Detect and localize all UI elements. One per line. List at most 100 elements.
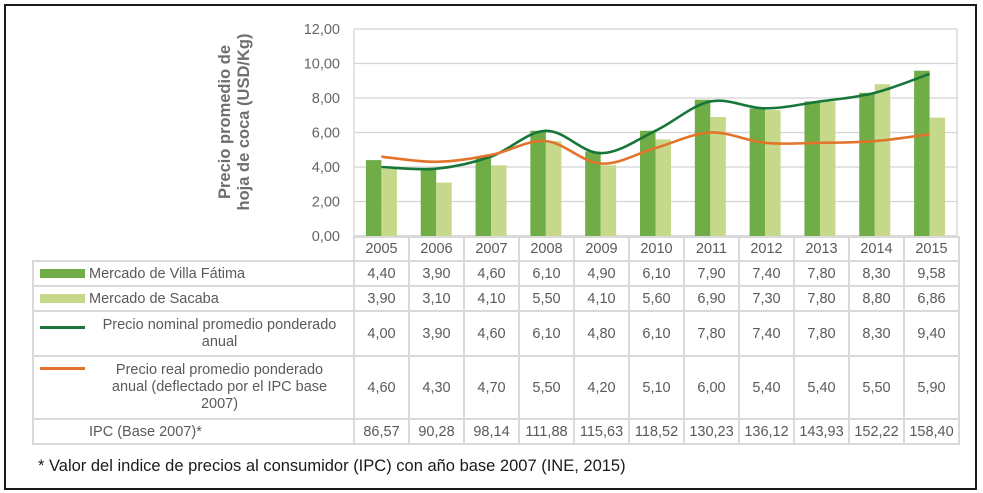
table-cell: 5,50 xyxy=(518,355,575,420)
legend-label: IPC (Base 2007)* xyxy=(89,423,202,440)
table-cell: 4,60 xyxy=(463,260,520,287)
table-cell: 4,70 xyxy=(463,355,520,420)
table-cell: 5,50 xyxy=(518,285,575,312)
table-cell: 5,40 xyxy=(793,355,850,420)
x-tick-label: 2005 xyxy=(353,236,410,262)
table-cell: 6,10 xyxy=(518,260,575,287)
bar-sacaba xyxy=(874,84,891,236)
gridlines xyxy=(353,28,958,237)
bar-villa-fatima xyxy=(914,70,930,237)
x-tick-label: 2010 xyxy=(628,236,685,262)
table-cell: 6,10 xyxy=(628,260,685,287)
table-cell: 136,12 xyxy=(738,418,795,445)
y-tick-label: 4,00 xyxy=(312,160,340,176)
legend-label: Precio real promedio ponderado anual (def… xyxy=(86,362,353,413)
x-tick-label: 2012 xyxy=(738,236,795,262)
table-cell: 4,60 xyxy=(463,310,520,357)
table-cell: 3,10 xyxy=(408,285,465,312)
bar-villa-fatima xyxy=(420,168,437,236)
bar-sacaba xyxy=(765,110,781,236)
table-row-nominal: Precio nominal promedio ponderado anual 4… xyxy=(32,310,960,357)
table-row-ipc: IPC (Base 2007)* 86,57 90,28 98,14 111,88 11… xyxy=(32,418,960,445)
legend-label-line: anual xyxy=(201,333,238,350)
table-cell: 98,14 xyxy=(463,418,520,445)
y-tick-label: 2,00 xyxy=(312,195,340,211)
y-tick-label: 6,00 xyxy=(312,126,340,142)
table-cell: 3,90 xyxy=(353,285,410,312)
legend-villa-fatima: Mercado de Villa Fátima xyxy=(32,260,355,287)
series-lines xyxy=(381,72,931,171)
x-tick-label: 2014 xyxy=(848,236,905,262)
bar-sacaba xyxy=(600,165,617,236)
legend-line-nominal xyxy=(40,326,85,329)
table-cell: 6,10 xyxy=(628,310,685,357)
table-cell: 7,40 xyxy=(738,310,795,357)
legend-label: Mercado de Villa Fátima xyxy=(89,265,246,282)
table-row-villa-fatima: Mercado de Villa Fátima 4,40 3,90 4,60 6,10… xyxy=(32,260,960,287)
legend-nominal: Precio nominal promedio ponderado anual xyxy=(32,310,355,357)
bar-sacaba xyxy=(436,182,452,236)
table-cell: 130,23 xyxy=(683,418,740,445)
table-cell: 111,88 xyxy=(518,418,575,445)
y-tick-label: 8,00 xyxy=(312,91,340,107)
table-cell: 4,90 xyxy=(573,260,630,287)
table-cell: 118,52 xyxy=(628,418,685,445)
legend-label: Precio nominal promedio ponderado anual xyxy=(86,317,353,351)
table-cell: 4,60 xyxy=(353,355,410,420)
table-row-real: Precio real promedio ponderado anual (def… xyxy=(32,355,960,420)
bar-villa-fatima xyxy=(859,92,875,236)
table-corner xyxy=(33,237,355,261)
table-cell: 4,40 xyxy=(353,260,410,287)
line-nominal xyxy=(381,72,931,171)
bar-villa-fatima xyxy=(585,151,601,236)
table-cell: 3,90 xyxy=(408,310,465,357)
x-tick-label: 2015 xyxy=(903,236,960,262)
x-tick-label: 2008 xyxy=(518,236,575,262)
bar-sacaba xyxy=(710,116,726,236)
table-cell: 7,30 xyxy=(738,285,795,312)
x-tick-label: 2007 xyxy=(463,236,520,262)
table-cell: 7,90 xyxy=(683,260,740,287)
legend-label-line: Precio nominal promedio ponderado xyxy=(102,316,337,333)
bar-villa-fatima xyxy=(804,101,820,236)
bar-villa-fatima xyxy=(640,130,656,236)
table-cell: 5,90 xyxy=(903,355,960,420)
table-cell: 143,93 xyxy=(793,418,850,445)
legend-ipc: IPC (Base 2007)* xyxy=(32,418,355,445)
table-cell: 7,80 xyxy=(793,310,850,357)
x-tick-label: 2009 xyxy=(573,236,630,262)
table-cell: 7,80 xyxy=(793,260,850,287)
table-cell: 6,90 xyxy=(683,285,740,312)
table-cell: 6,00 xyxy=(683,355,740,420)
legend-line-real xyxy=(40,367,85,370)
bar-villa-fatima xyxy=(365,160,382,236)
table-cell: 4,30 xyxy=(408,355,465,420)
table-cell: 90,28 xyxy=(408,418,465,445)
table-cell: 6,10 xyxy=(518,310,575,357)
figure-frame xyxy=(4,4,977,490)
bar-villa-fatima xyxy=(475,156,492,236)
line-real xyxy=(381,131,930,165)
table-cell: 3,90 xyxy=(408,260,465,287)
bar-sacaba xyxy=(819,101,836,236)
table-cell: 4,00 xyxy=(353,310,410,357)
legend-swatch-villa-fatima xyxy=(40,268,85,278)
bar-villa-fatima xyxy=(530,130,546,236)
bar-villa-fatima xyxy=(694,99,711,236)
table-cell: 5,40 xyxy=(738,355,795,420)
bar-sacaba xyxy=(381,168,397,236)
legend-real: Precio real promedio ponderado anual (def… xyxy=(32,355,355,420)
table-cell: 5,10 xyxy=(628,355,685,420)
legend-swatch-sacaba xyxy=(40,293,85,303)
table-cell: 5,50 xyxy=(848,355,905,420)
bar-villa-fatima xyxy=(749,108,766,236)
table-cell: 4,80 xyxy=(573,310,630,357)
bar-sacaba xyxy=(491,165,507,236)
x-tick-label: 2006 xyxy=(408,236,465,262)
table-cell: 4,20 xyxy=(573,355,630,420)
table-cell: 8,30 xyxy=(848,310,905,357)
y-tick-label: 12,00 xyxy=(304,22,340,38)
table-cell: 152,22 xyxy=(848,418,905,445)
table-cell: 7,80 xyxy=(683,310,740,357)
